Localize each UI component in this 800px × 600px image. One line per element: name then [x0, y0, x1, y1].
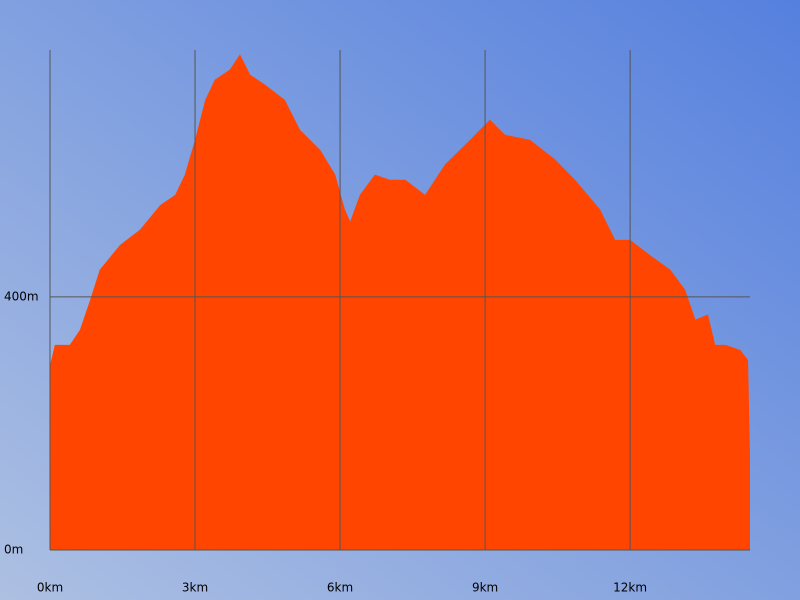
x-tick-label: 6km: [327, 581, 353, 595]
y-tick-label: 0m: [4, 543, 23, 557]
x-tick-label: 9km: [472, 581, 498, 595]
y-tick-label: 400m: [4, 289, 39, 303]
elevation-area: [50, 54, 750, 550]
x-tick-label: 12km: [613, 581, 647, 595]
x-tick-label: 0km: [37, 581, 63, 595]
x-tick-label: 3km: [182, 581, 208, 595]
